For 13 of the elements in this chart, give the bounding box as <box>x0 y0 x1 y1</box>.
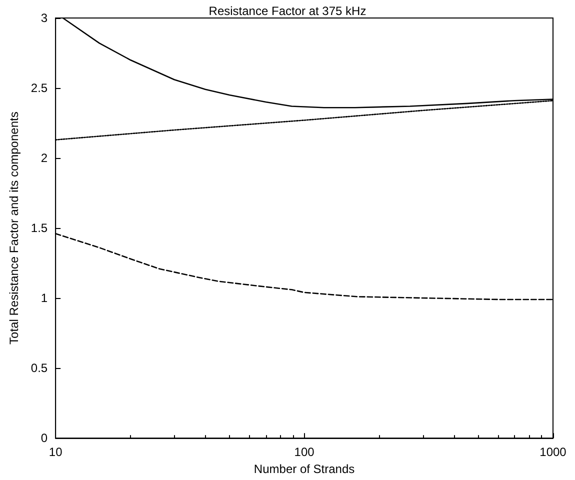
y-tick-label: 1 <box>40 291 48 306</box>
y-tick-label: 1.5 <box>30 221 48 236</box>
y-tick-label: 2.5 <box>30 81 48 96</box>
y-axis-title: Total Resistance Factor and its components <box>7 112 21 344</box>
x-axis-title: Number of Strands <box>254 462 355 476</box>
y-tick-label: 2 <box>40 151 48 166</box>
y-tick-label: 3 <box>40 11 48 25</box>
x-tick-label: 100 <box>294 445 315 460</box>
y-tick-label: 0.5 <box>30 361 48 376</box>
y-tick-label: 0 <box>40 431 48 446</box>
x-tick-label: 1000 <box>540 445 567 460</box>
chart-title: Resistance Factor at 375 kHz <box>208 4 366 18</box>
x-tick-label: 10 <box>48 445 63 460</box>
